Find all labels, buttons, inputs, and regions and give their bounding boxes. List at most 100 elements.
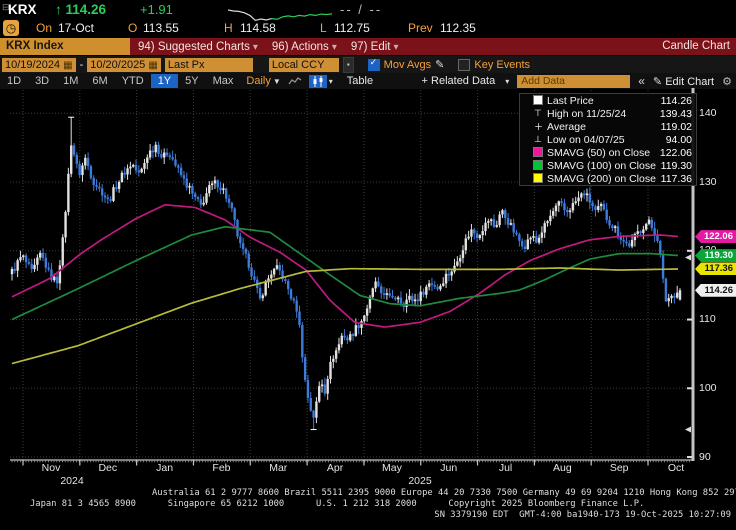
range-bar: 1D 3D 1M 6M YTD 1Y 5Y Max Daily ▼ ▾ Table + Rela… — [0, 73, 736, 89]
x-axis-month-label: Jun — [440, 462, 458, 474]
calendar-icon[interactable]: ▦ — [148, 59, 158, 71]
legend-swatch — [533, 159, 547, 171]
x-axis-month-label: May — [381, 462, 402, 474]
key-events-label[interactable]: Key Events — [474, 58, 531, 71]
low-value: 112.75 — [334, 21, 370, 35]
x-axis-month-label: Jan — [156, 462, 174, 474]
legend-label: High on 11/25/24 — [547, 107, 627, 120]
high-value: 114.58 — [240, 21, 276, 35]
line-chart-button[interactable] — [286, 75, 304, 88]
smavg-line-1 — [11, 225, 679, 321]
legend-label: Last Price — [547, 94, 594, 107]
legend-label: SMAVG (100) on Close — [547, 159, 656, 172]
range-tab-ytd[interactable]: YTD — [121, 75, 144, 87]
legend-value: 119.02 — [660, 120, 692, 133]
prev-label: Prev — [408, 21, 433, 35]
mov-avgs-checkbox[interactable] — [367, 57, 380, 71]
range-tab-1d[interactable]: 1D — [7, 75, 22, 87]
legend-collapse-icon[interactable]: ⊟ — [2, 2, 10, 12]
y-axis-tick-label: 100 — [699, 381, 717, 394]
x-axis-month-label: Aug — [553, 462, 572, 474]
legend-label: Average — [547, 120, 586, 133]
x-axis-month-label: Feb — [212, 462, 231, 474]
period-select[interactable]: Daily — [246, 75, 271, 87]
ma-price-badge: 122.06 — [695, 230, 736, 244]
calendar-icon[interactable]: ▦ — [63, 59, 73, 71]
bid-ask-placeholder: -- / -- — [340, 2, 383, 17]
menu-item[interactable]: 97) Edit ▾ — [350, 40, 399, 53]
collapse-panel-icon[interactable]: « — [638, 74, 645, 88]
security-tab[interactable]: KRX Index — [0, 38, 130, 55]
high-label: H — [224, 21, 233, 35]
range-tab-3d[interactable]: 3D — [35, 75, 50, 87]
range-tab-6m[interactable]: 6M — [92, 75, 108, 87]
date-from-field[interactable]: 10/19/2024 ▦ — [2, 57, 76, 72]
menu-item[interactable]: 96) Actions ▾ — [271, 40, 337, 53]
legend-value: 122.06 — [659, 146, 692, 159]
up-arrow-icon: ↑ — [55, 2, 62, 17]
currency-dropdown-icon[interactable]: ▪ — [342, 56, 354, 73]
date-separator: - — [79, 58, 84, 71]
footer-contact-line-2: Japan 81 3 4565 8900 Singapore 65 6212 1… — [30, 499, 645, 509]
legend-row: ⊤ High on 11/25/24 139.43 — [520, 107, 696, 120]
range-tab-5y[interactable]: 5Y — [185, 75, 199, 87]
y-axis-tick-label: 110 — [699, 313, 716, 326]
y-axis-tick-label: 140 — [699, 106, 717, 119]
y-axis-tick-label: 130 — [699, 175, 717, 188]
open-value: 113.55 — [143, 21, 179, 35]
chart-type-label: Candle Chart — [662, 40, 730, 52]
last-price: 114.26 — [65, 2, 107, 17]
x-axis-month-label: Dec — [98, 462, 118, 474]
intraday-sparkline — [228, 9, 332, 22]
x-axis-month-label: Jul — [498, 462, 513, 474]
legend-value: 117.36 — [660, 172, 692, 185]
legend-swatch — [533, 172, 547, 184]
ma-price-badge: 119.30 — [695, 249, 736, 263]
range-tabs: 1D 3D 1M 6M YTD 1Y 5Y Max — [0, 74, 240, 88]
currency-select[interactable]: Local CCY — [268, 57, 339, 72]
chart-style-dropdown-icon[interactable]: ▾ — [328, 76, 333, 86]
legend-avg-marker: ＋ — [534, 122, 544, 132]
prev-value: 112.35 — [440, 21, 476, 35]
date-to-field[interactable]: 10/20/2025 ▦ — [87, 57, 161, 72]
chart-toolbar: 10/19/2024 ▦ - 10/20/2025 ▦ Last Px Loca… — [0, 56, 736, 73]
key-events-checkbox[interactable] — [458, 58, 471, 71]
function-menubar: KRX Index 94) Suggested Charts ▾ 96) Actio… — [0, 38, 736, 55]
range-tab-1y[interactable]: 1Y — [150, 74, 179, 88]
ma-price-badge: 117.36 — [695, 262, 736, 276]
edit-chart-button[interactable]: ✎ Edit Chart — [652, 75, 715, 88]
legend-row: Last Price 114.26 — [520, 94, 696, 107]
mov-avgs-label[interactable]: Mov Avgs — [383, 58, 432, 71]
candle-chart-button[interactable] — [308, 74, 327, 88]
settings-gear-icon[interactable]: ⚙ — [722, 75, 732, 88]
last-price-badge: 114.26 — [695, 283, 736, 297]
legend-label: SMAVG (50) on Close — [547, 146, 651, 159]
price-field-select[interactable]: Last Px — [164, 57, 253, 72]
legend-value: 119.30 — [660, 159, 692, 172]
legend-high-marker: ⊤ — [534, 108, 542, 118]
table-button[interactable]: Table — [346, 75, 374, 87]
range-tab-max[interactable]: Max — [212, 75, 234, 87]
legend-row: SMAVG (50) on Close 122.06 — [520, 146, 696, 159]
footer-terminal-info: SN 3379190 EDT GMT-4:00 ba1940-173 19-Oc… — [434, 510, 731, 520]
related-data-button[interactable]: + Related Data — [421, 75, 496, 87]
ohlc-line: ◷ On 17-Oct O 113.55 H 114.58 L 112.75 P… — [0, 19, 736, 37]
legend-swatch — [533, 94, 547, 106]
chart-legend: Last Price 114.26 ⊤ High on 11/25/24 139.43 ＋… — [519, 93, 697, 186]
legend-value: 94.00 — [665, 133, 692, 146]
legend-value: 114.26 — [660, 94, 692, 107]
legend-swatch — [533, 146, 547, 158]
x-axis-month-label: Apr — [326, 462, 344, 474]
legend-label: SMAVG (200) on Close — [547, 172, 656, 185]
range-tab-1m[interactable]: 1M — [63, 75, 79, 87]
legend-row: ⊥ Low on 04/07/25 94.00 — [520, 133, 696, 146]
security-header: KRX ↑ 114.26 +1.91 -- / -- — [0, 0, 736, 22]
edit-mov-avgs-icon[interactable]: ✎ — [435, 59, 445, 71]
menu-item[interactable]: 94) Suggested Charts ▾ — [138, 40, 258, 53]
add-data-input[interactable]: Add Data — [517, 74, 631, 88]
line-chart-icon — [288, 77, 302, 85]
candlestick-series — [10, 116, 682, 431]
legend-row: ＋ Average 119.02 — [520, 120, 696, 133]
y-axis-tick-label: 90 — [699, 450, 711, 463]
